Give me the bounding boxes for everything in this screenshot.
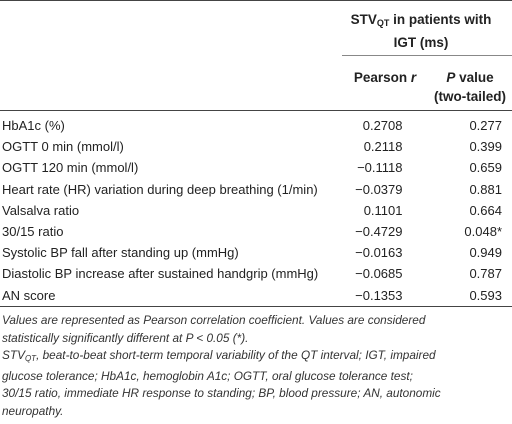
p-value-cell: 0.881: [469, 181, 502, 197]
col-header-pearson-text: Pearson: [353, 70, 411, 85]
pearson-r-cell: 0.1101: [363, 202, 403, 218]
pearson-r-cell: −0.0379: [355, 181, 403, 197]
pearson-r-cell: −0.1118: [357, 160, 403, 176]
p-value-cell: 0.277: [469, 118, 502, 134]
p-value-cell: 0.593: [469, 287, 502, 303]
footnote-abbr-line2: glucose tolerance; HbA1c, hemoglobin A1c…: [2, 368, 413, 383]
p-value-cell: 0.787: [469, 266, 502, 282]
table-row: AN score −0.1353 0.593: [0, 285, 512, 306]
row-label: Heart rate (HR) variation during deep br…: [2, 181, 318, 197]
table-bottom-rule: [0, 306, 512, 307]
footnote-abbr-line4: neuropathy.: [2, 403, 64, 418]
pearson-r-cell: 0.2118: [363, 139, 403, 155]
group-header-line2: IGT (ms): [393, 35, 449, 50]
table-row: HbA1c (%) 0.2708 0.277: [0, 115, 512, 136]
group-header: STVQT in patients with IGT (ms): [330, 10, 512, 52]
header-bottom-rule: [0, 110, 512, 111]
group-header-line1: STVQT in patients with: [330, 10, 512, 33]
col-header-p-italic: P: [446, 70, 456, 85]
correlation-table: HbA1c (%) 0.2708 0.277 OGTT 0 min (mmol/l) 0…: [0, 115, 512, 306]
table-footnotes: Values are represented as Pearson correl…: [2, 312, 510, 420]
pearson-r-cell: −0.0163: [355, 245, 403, 261]
table-row: Systolic BP fall after standing up (mmHg…: [0, 242, 512, 263]
row-label: 30/15 ratio: [2, 224, 64, 240]
p-value-cell: 0.399: [469, 139, 502, 155]
table-row: 30/15 ratio −0.4729 0.048*: [0, 221, 512, 242]
row-label: Valsalva ratio: [2, 202, 80, 218]
pearson-r-cell: −0.1353: [355, 287, 403, 303]
col-header-r-italic: r: [410, 70, 417, 85]
group-header-sub: QT: [376, 18, 390, 28]
footnote-abbr-line3: 30/15 ratio, immediate HR response to st…: [2, 386, 441, 400]
p-value-cell: 0.048*: [464, 224, 502, 240]
group-header-stv: STV: [350, 12, 377, 27]
row-label: OGTT 0 min (mmol/l): [2, 139, 124, 155]
group-header-rest: in patients with: [389, 12, 492, 27]
pearson-r-cell: −0.4729: [355, 224, 403, 240]
top-rule: [0, 0, 512, 1]
group-header-rule: [342, 55, 512, 56]
table-row: Valsalva ratio 0.1101 0.664: [0, 200, 512, 221]
row-label: AN score: [2, 287, 56, 303]
footnote-abbr-line1: STVQT, beat-to-beat short-term temporal …: [2, 347, 510, 368]
row-label: Diastolic BP increase after sustained ha…: [2, 266, 319, 282]
row-label: Systolic BP fall after standing up (mmHg…: [2, 245, 239, 261]
footnote-line2: statistically significantly different at…: [2, 330, 249, 345]
pearson-r-cell: 0.2708: [362, 118, 403, 134]
footnote-line1: Values are represented as Pearson correl…: [2, 313, 426, 327]
table-row: OGTT 0 min (mmol/l) 0.2118 0.399: [0, 136, 512, 157]
row-label: OGTT 120 min (mmol/l): [2, 160, 139, 176]
row-label: HbA1c (%): [2, 118, 65, 134]
table-row: Diastolic BP increase after sustained ha…: [0, 263, 512, 284]
col-header-pearson-r: Pearson r: [342, 68, 428, 87]
footnote-stv-sub: QT: [24, 354, 37, 363]
col-header-p-line2: (two-tailed): [434, 89, 506, 104]
col-header-p-value: P value (two-tailed): [420, 68, 512, 106]
table-row: Heart rate (HR) variation during deep br…: [0, 179, 512, 200]
table-row: OGTT 120 min (mmol/l) −0.1118 0.659: [0, 157, 512, 178]
footnote-stv: STV: [2, 348, 25, 362]
p-value-cell: 0.949: [469, 245, 502, 261]
pearson-r-cell: −0.0685: [355, 266, 403, 282]
p-value-cell: 0.659: [469, 160, 502, 176]
footnote-abbr-rest: , beat-to-beat short-term temporal varia…: [36, 348, 436, 362]
col-header-p-line1: P value: [420, 68, 512, 87]
p-value-cell: 0.664: [469, 202, 502, 218]
col-header-p-text: value: [455, 70, 494, 85]
